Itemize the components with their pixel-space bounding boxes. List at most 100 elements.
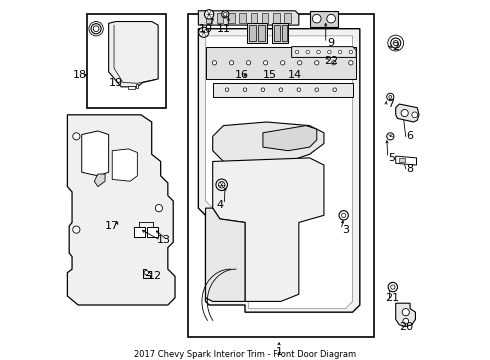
Polygon shape (205, 47, 356, 79)
Circle shape (342, 213, 346, 217)
Text: 18: 18 (73, 70, 87, 80)
Polygon shape (94, 174, 105, 186)
Circle shape (403, 318, 409, 324)
Bar (223, 16, 227, 17)
Text: 3: 3 (342, 225, 349, 235)
Polygon shape (213, 122, 324, 165)
Text: 16: 16 (234, 70, 248, 80)
Bar (248, 25, 256, 41)
Text: 20: 20 (399, 321, 414, 332)
Circle shape (297, 60, 302, 65)
Text: 13: 13 (157, 235, 171, 246)
Circle shape (387, 133, 394, 140)
Bar (239, 13, 246, 23)
Circle shape (391, 38, 401, 48)
Circle shape (339, 211, 348, 220)
Circle shape (338, 50, 342, 54)
Bar (188, 14, 374, 337)
Polygon shape (198, 29, 360, 312)
Circle shape (306, 50, 310, 54)
Circle shape (155, 204, 163, 212)
Text: 14: 14 (288, 70, 302, 80)
Bar (228, 13, 235, 23)
Text: 10: 10 (198, 24, 213, 34)
Circle shape (246, 60, 251, 65)
Bar (136, 84, 139, 87)
Text: 2017 Chevy Spark Interior Trim - Front Door Diagram: 2017 Chevy Spark Interior Trim - Front D… (134, 350, 356, 359)
Bar (262, 13, 269, 23)
Text: 4: 4 (216, 199, 223, 210)
Circle shape (223, 13, 227, 16)
Circle shape (412, 112, 417, 118)
Text: 1: 1 (275, 347, 283, 357)
Circle shape (317, 50, 320, 54)
Circle shape (315, 60, 319, 65)
Circle shape (216, 179, 227, 190)
Bar (147, 227, 158, 237)
Polygon shape (205, 36, 353, 309)
Text: 7: 7 (387, 99, 394, 109)
Bar (87, 14, 166, 108)
Circle shape (73, 133, 80, 140)
Circle shape (327, 50, 331, 54)
Text: 6: 6 (407, 131, 414, 141)
Circle shape (73, 226, 80, 233)
Circle shape (229, 60, 234, 65)
Text: 21: 21 (385, 293, 399, 303)
Polygon shape (213, 158, 324, 301)
Circle shape (349, 60, 353, 65)
Circle shape (264, 60, 268, 65)
Polygon shape (396, 104, 419, 122)
Bar (399, 158, 405, 162)
Polygon shape (143, 269, 150, 278)
Bar (217, 13, 223, 23)
Bar (205, 13, 212, 23)
Circle shape (349, 50, 353, 54)
Circle shape (243, 88, 247, 91)
Bar (258, 25, 265, 41)
Text: 17: 17 (105, 221, 119, 231)
Circle shape (401, 109, 408, 117)
Circle shape (204, 10, 214, 19)
Bar (272, 23, 288, 43)
Circle shape (225, 88, 229, 91)
Polygon shape (292, 47, 356, 57)
Text: 15: 15 (263, 70, 277, 80)
Text: 9: 9 (327, 38, 335, 48)
Text: 22: 22 (324, 56, 338, 66)
Bar (285, 13, 291, 23)
Circle shape (295, 50, 299, 54)
Polygon shape (205, 208, 245, 301)
Circle shape (391, 285, 395, 289)
Text: 2: 2 (392, 42, 399, 51)
Circle shape (333, 88, 337, 91)
Text: 11: 11 (217, 24, 230, 34)
Polygon shape (213, 82, 353, 97)
Bar (128, 86, 135, 89)
Circle shape (389, 95, 392, 98)
Bar (247, 23, 267, 43)
Circle shape (313, 14, 321, 23)
Circle shape (93, 26, 99, 32)
Circle shape (327, 14, 336, 23)
Circle shape (393, 41, 398, 46)
Circle shape (199, 27, 209, 37)
Polygon shape (82, 131, 109, 176)
Circle shape (144, 271, 148, 275)
Bar (134, 227, 145, 237)
Polygon shape (396, 303, 416, 327)
Bar (274, 25, 280, 41)
Circle shape (279, 88, 283, 91)
Bar (273, 13, 280, 23)
Circle shape (261, 88, 265, 91)
Circle shape (297, 88, 301, 91)
Circle shape (387, 93, 394, 100)
Text: 19: 19 (109, 77, 123, 87)
Polygon shape (109, 22, 158, 87)
Polygon shape (310, 11, 338, 27)
Polygon shape (263, 126, 317, 151)
Polygon shape (68, 115, 175, 305)
Polygon shape (198, 11, 299, 25)
Circle shape (219, 181, 225, 188)
Circle shape (402, 309, 409, 316)
